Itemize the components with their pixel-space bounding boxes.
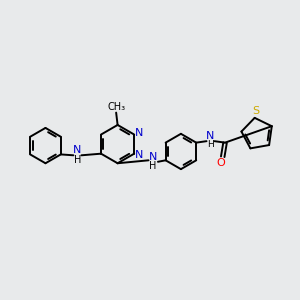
Text: O: O: [217, 158, 226, 168]
Text: S: S: [253, 106, 260, 116]
Text: N: N: [135, 128, 143, 138]
Text: N: N: [73, 145, 82, 155]
Text: N: N: [135, 150, 143, 160]
Text: H: H: [74, 155, 81, 165]
Text: H: H: [207, 140, 214, 149]
Text: CH₃: CH₃: [107, 102, 125, 112]
Text: H: H: [149, 161, 157, 171]
Text: N: N: [206, 131, 214, 141]
Text: N: N: [149, 152, 157, 162]
